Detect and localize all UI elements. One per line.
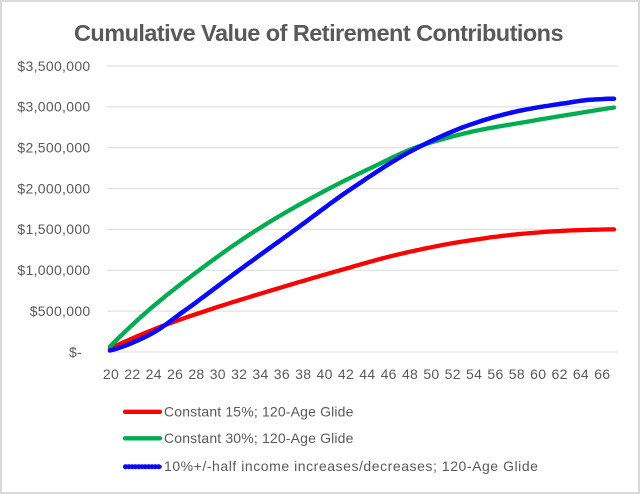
svg-text:$2,000,000: $2,000,000	[17, 180, 90, 196]
svg-text:52: 52	[445, 366, 461, 382]
svg-text:62: 62	[551, 366, 567, 382]
svg-text:54: 54	[466, 366, 482, 382]
svg-text:$-: $-	[69, 344, 82, 360]
svg-text:44: 44	[359, 366, 375, 382]
svg-text:64: 64	[573, 366, 589, 382]
svg-text:56: 56	[487, 366, 503, 382]
svg-text:36: 36	[274, 366, 290, 382]
svg-text:28: 28	[188, 366, 204, 382]
svg-text:$2,500,000: $2,500,000	[17, 140, 90, 156]
svg-text:$1,500,000: $1,500,000	[17, 221, 90, 237]
svg-text:48: 48	[402, 366, 418, 382]
svg-text:34: 34	[252, 366, 268, 382]
svg-text:$1,000,000: $1,000,000	[17, 262, 90, 278]
svg-text:10%+/-half income increases/de: 10%+/-half income increases/decreases; 1…	[164, 458, 539, 474]
svg-text:$500,000: $500,000	[30, 303, 91, 319]
svg-text:Cumulative Value of Retirement: Cumulative Value of Retirement Contribut…	[74, 20, 563, 46]
svg-text:Constant 30%; 120-Age Glide: Constant 30%; 120-Age Glide	[164, 430, 354, 446]
svg-text:38: 38	[295, 366, 311, 382]
svg-text:66: 66	[594, 366, 610, 382]
svg-text:50: 50	[423, 366, 439, 382]
svg-text:40: 40	[317, 366, 333, 382]
svg-text:$3,000,000: $3,000,000	[17, 99, 90, 115]
svg-text:46: 46	[381, 366, 397, 382]
svg-text:20: 20	[103, 366, 119, 382]
svg-text:26: 26	[167, 366, 183, 382]
svg-text:Constant 15%; 120-Age Glide: Constant 15%; 120-Age Glide	[164, 403, 354, 419]
svg-text:$3,500,000: $3,500,000	[17, 58, 90, 74]
svg-text:42: 42	[338, 366, 354, 382]
svg-text:32: 32	[231, 366, 247, 382]
svg-text:24: 24	[146, 366, 162, 382]
svg-text:58: 58	[509, 366, 525, 382]
svg-text:22: 22	[124, 366, 140, 382]
svg-text:60: 60	[530, 366, 546, 382]
svg-text:30: 30	[210, 366, 226, 382]
